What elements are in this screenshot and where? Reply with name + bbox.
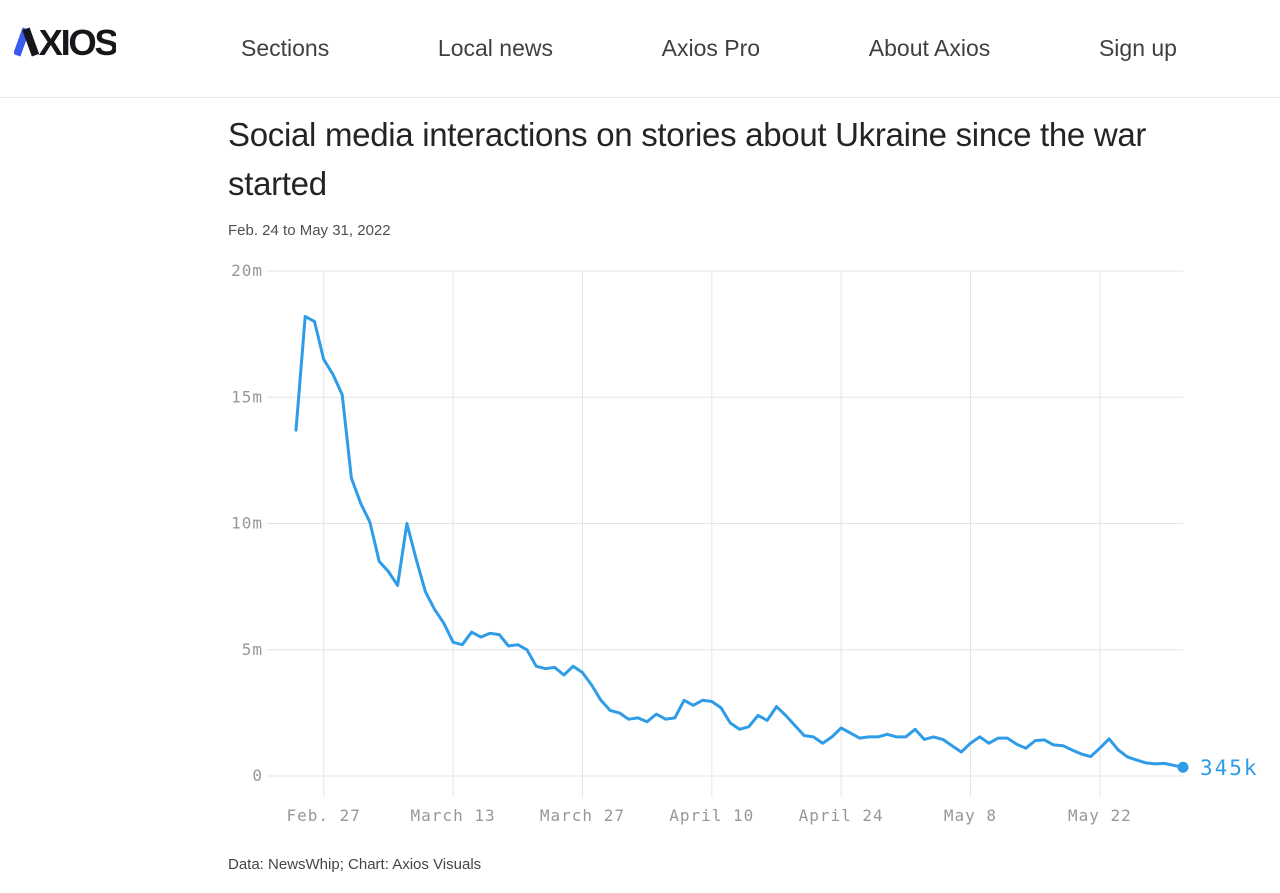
nav-item-axios-pro[interactable]: Axios Pro xyxy=(661,35,761,61)
x-axis-label: Feb. 27 xyxy=(287,806,361,825)
x-axis-label: March 13 xyxy=(411,806,496,825)
interactions-line-chart: 0 5m 10m 15m 20m Feb. 27 March 13 March 27 April… xyxy=(231,261,1259,825)
axios-logo-black-slash xyxy=(22,27,40,57)
nav-item-sign-up[interactable]: Sign up xyxy=(1098,35,1177,61)
site-header: XIOS Sections Local news Axios Pro About… xyxy=(0,0,1280,98)
chart-line xyxy=(294,314,1185,769)
main-nav: Sections Local news Axios Pro About Axio… xyxy=(241,0,1177,97)
y-axis-label: 5m xyxy=(242,640,263,659)
source-credit: Data: NewsWhip; Chart: Axios Visuals xyxy=(228,856,482,873)
nav-item-about-axios[interactable]: About Axios xyxy=(868,35,991,61)
y-axis-label: 15m xyxy=(231,387,263,406)
x-axis-label: May 22 xyxy=(1068,806,1132,825)
y-axis-label: 10m xyxy=(231,514,263,533)
chart-end-dot xyxy=(1177,761,1189,773)
nav-item-sections[interactable]: Sections xyxy=(241,35,330,61)
x-axis-label: April 24 xyxy=(799,806,884,825)
nav-item-local-news[interactable]: Local news xyxy=(437,35,553,61)
axios-logo[interactable]: XIOS xyxy=(14,26,116,58)
chart-title: Social media interactions on stories abo… xyxy=(228,116,1147,202)
chart-date-range: Feb. 24 to May 31, 2022 xyxy=(228,222,391,239)
axios-logo-text: XIOS xyxy=(39,26,116,58)
x-axis-label: April 10 xyxy=(669,806,754,825)
y-axis-label: 0 xyxy=(252,766,263,785)
chart-end-value-label: 345k xyxy=(1200,756,1259,780)
x-axis-label: March 27 xyxy=(540,806,625,825)
y-axis-label: 20m xyxy=(231,261,263,280)
x-axis-label: May 8 xyxy=(944,806,997,825)
